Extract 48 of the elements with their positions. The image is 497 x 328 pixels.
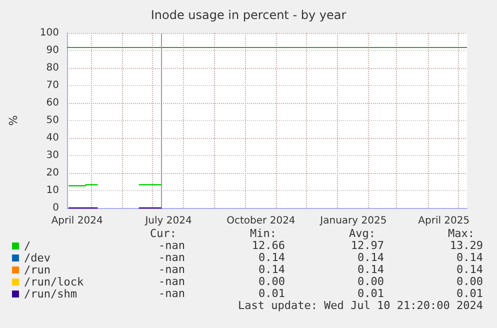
y-tick-label: 40 <box>46 132 59 144</box>
text: 13.29 <box>450 239 484 252</box>
text: 0.00 <box>358 275 384 288</box>
text: 0.01 <box>258 287 286 300</box>
legend-label: /run/shm <box>24 288 78 300</box>
text: 0.00 <box>456 275 484 288</box>
y-axis-title: % <box>7 115 20 126</box>
text: 0.14 <box>358 263 384 276</box>
text: Last update: Wed Jul 10 21:20:00 2024 <box>238 299 484 312</box>
x-tick-label: July 2024 <box>144 216 192 226</box>
text: 12.97 <box>350 239 384 252</box>
chart-title: Inode usage in percent - by year <box>150 8 346 22</box>
text: -nan <box>158 287 186 300</box>
text: -nan <box>158 239 186 252</box>
text: -nan <box>158 251 186 264</box>
text: Min: <box>250 227 276 240</box>
y-tick-label: 10 <box>46 185 59 196</box>
legend-label: /dev <box>24 252 51 264</box>
text: Avg: <box>349 227 376 240</box>
y-tick-label: 20 <box>46 168 59 178</box>
text: 0.01 <box>456 287 484 300</box>
y-tick-label: 90 <box>46 45 59 56</box>
y-tick-label: 50 <box>46 115 59 126</box>
y-tick-label: 0 <box>52 202 59 214</box>
x-tick-label: October 2024 <box>226 216 296 226</box>
text: 0.14 <box>258 251 286 264</box>
x-tick-label: January 2025 <box>319 216 387 226</box>
x-tick-label: April 2024 <box>51 216 103 226</box>
legend-label: /run/lock <box>24 276 84 288</box>
y-tick-label: 30 <box>46 150 59 161</box>
text: 0.01 <box>358 287 384 300</box>
text: 0.14 <box>456 263 484 276</box>
y-tick-label: 60 <box>46 98 59 108</box>
text: 0.14 <box>456 251 484 264</box>
y-tick-label: 80 <box>46 62 59 74</box>
legend-label: /run <box>24 264 50 276</box>
text: 12.66 <box>252 239 286 252</box>
x-tick-label: April 2025 <box>418 216 470 226</box>
y-tick-label: 70 <box>46 80 59 91</box>
text: Cur: <box>150 227 176 240</box>
y-tick-label: 100 <box>40 28 59 38</box>
legend-label: / <box>24 240 31 252</box>
text: -nan <box>158 263 186 276</box>
text: -nan <box>158 275 186 288</box>
text: 0.14 <box>358 251 384 264</box>
text: 0.14 <box>258 263 286 276</box>
text: 0.00 <box>258 275 286 288</box>
text: Max: <box>448 227 474 240</box>
